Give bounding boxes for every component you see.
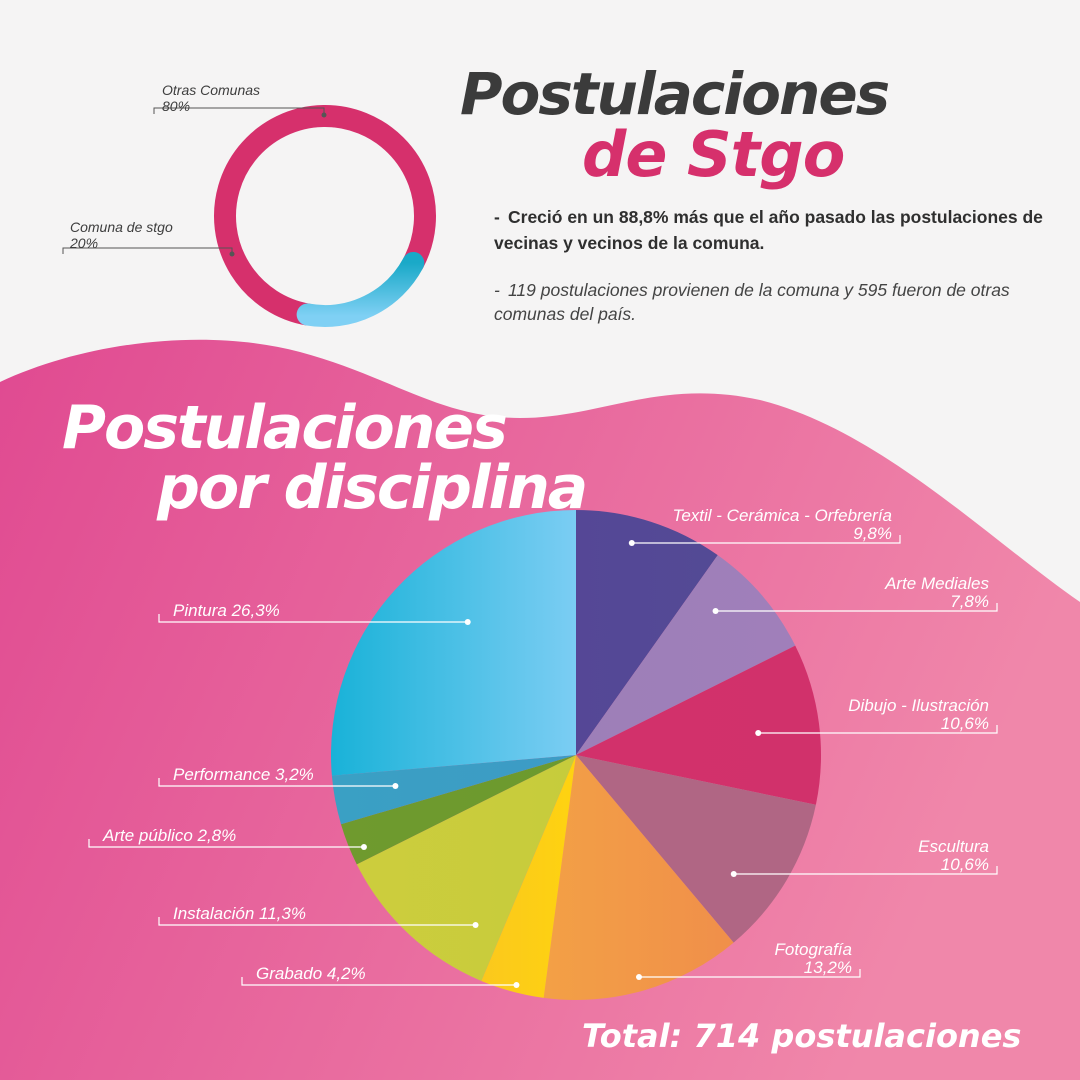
pie-label-fotografia: Fotografía: [775, 940, 853, 959]
page-title: Postulaciones: [460, 60, 890, 128]
donut-label-stgo: Comuna de stgo 20%: [70, 219, 173, 251]
pie-label-instalacion: Instalación 11,3%: [173, 904, 306, 923]
pie-leader-dot-dibujo-ilustracion: [755, 730, 762, 736]
origin-note-text: 119 postulaciones provienen de la comuna…: [494, 280, 1010, 324]
pie-leader-instalacion: [158, 917, 476, 926]
pie-label-grabado: Grabado 4,2%: [256, 964, 366, 983]
donut-arc-otras-comunas: [214, 105, 436, 326]
section-title: Postulaciones por disciplina: [62, 398, 588, 523]
bullet-dash: -: [494, 280, 500, 300]
pie-value-arte-mediales: 7,8%: [950, 592, 989, 611]
pie-value-dibujo-ilustracion: 10,6%: [941, 714, 989, 733]
pie-slice-arte-mediales: [576, 555, 796, 755]
pie-slice-fotografia: [543, 755, 734, 1000]
donut-label-otras-value: 80%: [162, 98, 191, 114]
pie-label-dibujo-ilustracion: Dibujo - Ilustración: [848, 696, 989, 715]
section-title-line2: por disciplina: [157, 453, 588, 523]
pie-leader-arte-publico: [88, 839, 364, 848]
pie-leader-dibujo-ilustracion: [758, 725, 998, 734]
pie-slice-grabado: [481, 755, 576, 998]
pie-label-pintura: Pintura 26,3%: [173, 601, 280, 620]
pie-label-arte-mediales: Arte Mediales: [884, 574, 989, 593]
pie-leader-dot-arte-mediales: [712, 608, 719, 614]
pie-leader-dot-instalacion: [472, 922, 479, 928]
pie-value-textil-ceramica-orfebreria: 9,8%: [853, 524, 892, 543]
origin-note: -119 postulaciones provienen de la comun…: [494, 278, 1054, 326]
pie-leader-fotografia: [639, 969, 861, 978]
donut-label-stgo-name: Comuna de stgo: [70, 219, 173, 235]
pie-slice-arte-publico: [340, 755, 576, 865]
pie-label-arte-publico: Arte público 2,8%: [102, 826, 236, 845]
pie-label-performance: Performance 3,2%: [173, 765, 314, 784]
donut-arc-comuna-de-stgo: [296, 251, 425, 327]
pie-slice-dibujo-ilustracion: [576, 645, 821, 805]
pie-leader-dot-fotografia: [636, 974, 643, 980]
pie-leader-dot-performance: [392, 783, 399, 789]
page-title-line2: de Stgo: [582, 118, 845, 191]
pie-leader-dot-textil-ceramica-orfebreria: [628, 540, 635, 546]
pie-leader-dot-grabado: [513, 982, 520, 988]
pie-leader-dot-pintura: [464, 619, 471, 625]
pie-leader-dot-arte-publico: [360, 844, 367, 850]
pie-leader-performance: [158, 778, 396, 787]
donut-leader-otras: [153, 107, 325, 115]
donut-leader-dot: [229, 251, 235, 257]
pie-slice-textil-ceramica-orfebreria: [576, 510, 718, 755]
pie-leader-pintura: [158, 614, 468, 623]
donut-leader-dot: [321, 112, 327, 118]
pie-leader-grabado: [241, 977, 517, 986]
pie-slice-pintura: [330, 510, 576, 776]
pie-value-escultura: 10,6%: [941, 855, 989, 874]
section-title-line1: Postulaciones: [62, 393, 508, 463]
bullet-dash: -: [494, 207, 500, 227]
donut-label-stgo-value: 20%: [70, 235, 99, 251]
pie-leader-arte-mediales: [715, 603, 998, 612]
donut-label-otras-name: Otras Comunas: [162, 82, 261, 98]
pie-slice-escultura: [576, 755, 816, 943]
pie-value-fotografia: 13,2%: [804, 958, 852, 977]
pie-leader-textil-ceramica-orfebreria: [631, 535, 901, 544]
pie-label-textil-ceramica-orfebreria: Textil - Cerámica - Orfebrería: [673, 506, 892, 525]
growth-note-text: Creció en un 88,8% más que el año pasado…: [494, 207, 1043, 253]
pie-leader-dot-escultura: [730, 871, 737, 877]
pie-slice-performance: [331, 755, 576, 825]
growth-note: - Creció en un 88,8% más que el año pasad…: [494, 204, 1054, 256]
total-label: Total: 714 postulaciones: [582, 1017, 1022, 1055]
pie-leader-escultura: [733, 866, 998, 875]
pie-label-escultura: Escultura: [918, 837, 989, 856]
donut-label-otras: Otras Comunas 80%: [162, 82, 260, 114]
donut-leader-stgo: [62, 247, 233, 254]
